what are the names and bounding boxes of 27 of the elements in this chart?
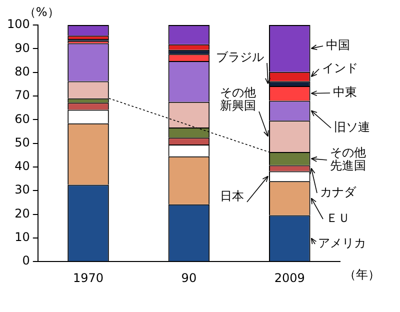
y-tick-label: 0 (22, 254, 30, 268)
x-axis-title: （年） (344, 268, 380, 282)
y-tick-label: 20 (14, 206, 30, 220)
y-axis-title: （%） (24, 5, 60, 20)
series-label: ＥＵ (326, 211, 350, 226)
series-label: アメリカ (318, 236, 366, 250)
series-label: その他先進国 (330, 146, 366, 173)
series-label: カナダ (320, 185, 357, 200)
series-label: 中東 (333, 85, 357, 100)
y-tick-label: 30 (14, 182, 30, 197)
y-tick-label: 40 (14, 159, 30, 174)
y-tick-label: 10 (14, 230, 30, 244)
series-label: インド (322, 61, 358, 76)
x-tick-label: 1970 (72, 270, 104, 285)
y-tick-label: 80 (14, 64, 30, 78)
x-tick-label: 90 (181, 270, 197, 285)
y-tick-label: 50 (14, 135, 30, 150)
series-label: 中国 (326, 38, 350, 52)
y-tick-label: 60 (14, 112, 30, 126)
text: 旧ソ連 (334, 120, 370, 134)
y-tick-label: 100 (7, 17, 30, 32)
y-tick-label: 90 (14, 40, 30, 55)
y-tick-label: 70 (14, 88, 30, 102)
text: 日本 (220, 189, 244, 204)
x-tick-label: 2009 (274, 270, 305, 285)
series-label: その他新興国 (220, 86, 256, 113)
series-label: ブラジル (216, 50, 264, 64)
